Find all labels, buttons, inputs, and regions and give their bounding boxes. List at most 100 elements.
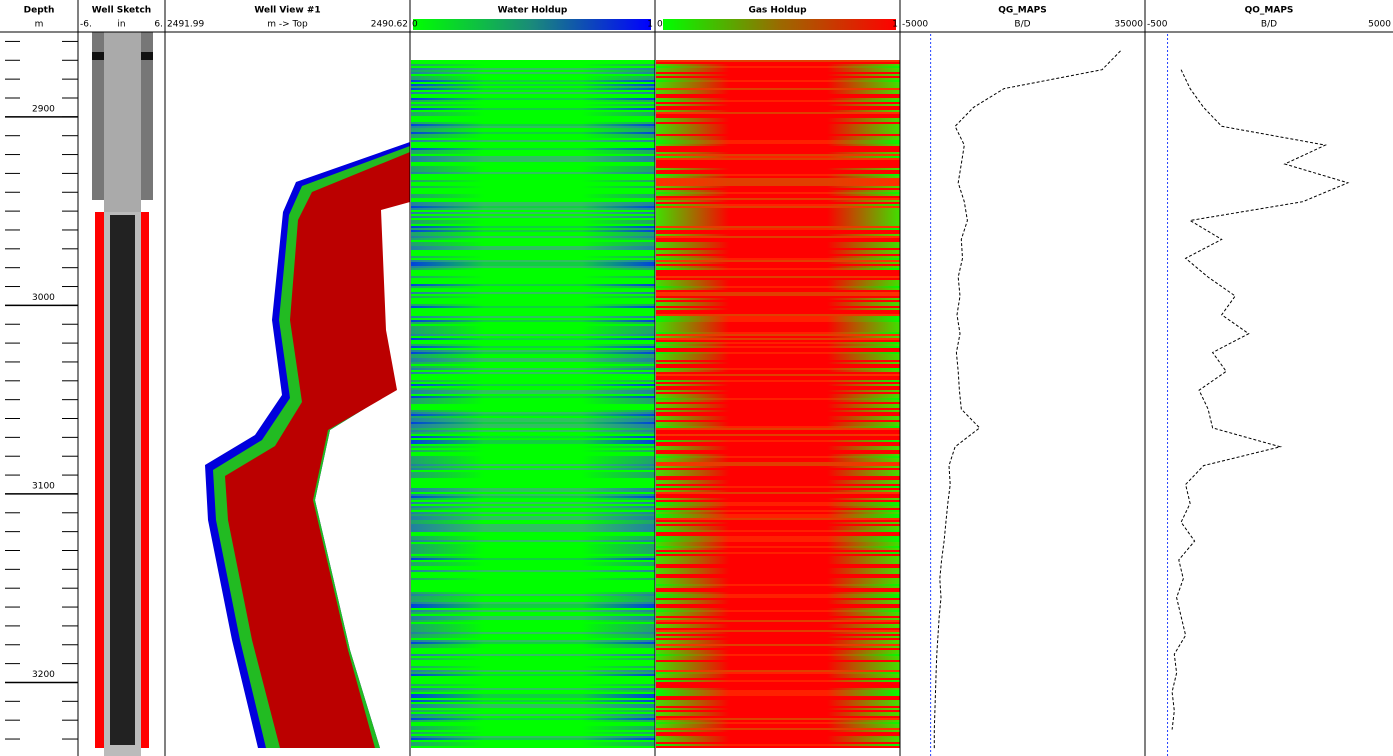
- gas-stripe: [656, 470, 900, 472]
- water-stripe: [411, 376, 655, 378]
- gas-stripe: [656, 218, 900, 220]
- water-stripe: [411, 500, 655, 502]
- scale-label: 0: [657, 20, 663, 30]
- water-stripe: [411, 128, 655, 130]
- water-stripe: [411, 694, 655, 696]
- water-stripe: [411, 510, 655, 512]
- gas-stripe: [656, 438, 900, 440]
- gas-stripe: [656, 644, 900, 646]
- water-stripe: [411, 100, 655, 102]
- water-stripe: [411, 504, 655, 506]
- water-stripe: [411, 706, 655, 708]
- gas-stripe: [656, 718, 900, 720]
- gas-stripe: [656, 610, 900, 612]
- gas-stripe: [656, 400, 900, 402]
- gas-stripe: [656, 86, 900, 88]
- water-stripe: [411, 572, 655, 574]
- water-stripe: [411, 94, 655, 96]
- track-title: Gas Holdup: [748, 6, 807, 16]
- water-stripe: [411, 166, 655, 168]
- track-unit: m: [35, 20, 44, 30]
- gas-stripe: [656, 686, 900, 688]
- gas-stripe: [656, 516, 900, 518]
- water-stripe: [411, 686, 655, 688]
- water-stripe: [411, 310, 655, 312]
- gas-stripe: [656, 94, 900, 96]
- water-stripe: [411, 626, 655, 628]
- gas-stripe: [656, 334, 900, 336]
- water-stripe: [411, 558, 655, 560]
- water-stripe: [411, 182, 655, 184]
- gas-stripe: [656, 232, 900, 234]
- track-title: Depth: [24, 6, 55, 16]
- gas-stripe: [656, 418, 900, 420]
- water-stripe: [411, 588, 655, 590]
- gas-stripe: [656, 112, 900, 114]
- water-stripe: [411, 440, 655, 442]
- gas-stripe: [656, 180, 900, 182]
- water-stripe: [411, 494, 655, 496]
- water-stripe: [411, 108, 655, 110]
- gas-stripe: [656, 642, 900, 644]
- water-stripe: [411, 424, 655, 426]
- water-stripe: [411, 384, 655, 386]
- gas-stripe: [656, 580, 900, 582]
- water-stripe: [411, 536, 655, 538]
- gas-stripe: [656, 544, 900, 546]
- gas-stripe: [656, 238, 900, 240]
- gas-stripe: [656, 130, 900, 132]
- water-stripe: [411, 124, 655, 126]
- track-title: QO_MAPS: [1245, 6, 1294, 16]
- water-stripe: [411, 360, 655, 362]
- gas-stripe: [656, 256, 900, 258]
- water-stripe: [411, 668, 655, 670]
- water-stripe: [411, 146, 655, 148]
- gas-stripe: [656, 458, 900, 460]
- gas-stripe: [656, 456, 900, 458]
- gas-stripe: [656, 324, 900, 326]
- water-stripe: [411, 570, 655, 572]
- gas-stripe: [656, 64, 900, 66]
- gas-stripe: [656, 148, 900, 150]
- water-stripe: [411, 306, 655, 308]
- gas-stripe: [656, 156, 900, 158]
- water-stripe: [411, 274, 655, 276]
- gas-stripe: [656, 88, 900, 90]
- water-stripe: [411, 264, 655, 266]
- gas-stripe: [656, 674, 900, 676]
- water-stripe: [411, 322, 655, 324]
- water-stripe: [411, 238, 655, 240]
- water-stripe: [411, 590, 655, 592]
- gas-stripe: [656, 242, 900, 244]
- water-stripe: [411, 76, 655, 78]
- gas-stripe: [656, 526, 900, 528]
- water-stripe: [411, 546, 655, 548]
- gas-stripe: [656, 188, 900, 190]
- gas-stripe: [656, 394, 900, 396]
- gas-stripe: [656, 538, 900, 540]
- gas-stripe: [656, 366, 900, 368]
- gas-stripe: [656, 310, 900, 312]
- gas-stripe: [656, 158, 900, 160]
- gas-stripe: [656, 508, 900, 510]
- track-title: Well View #1: [254, 6, 320, 16]
- gas-stripe: [656, 478, 900, 480]
- water-stripe: [411, 364, 655, 366]
- water-stripe: [411, 708, 655, 710]
- gas-stripe: [656, 398, 900, 400]
- gas-stripe: [656, 68, 900, 70]
- gas-stripe: [656, 338, 900, 340]
- water-stripe: [411, 388, 655, 390]
- water-stripe: [411, 732, 655, 734]
- water-stripe: [411, 422, 655, 424]
- water-stripe: [411, 470, 655, 472]
- gas-stripe: [656, 178, 900, 180]
- water-stripe: [411, 180, 655, 182]
- gas-stripe: [656, 264, 900, 266]
- gas-stripe: [656, 698, 900, 700]
- gas-stripe: [656, 562, 900, 564]
- water-stripe: [411, 524, 655, 526]
- gas-stripe: [656, 426, 900, 428]
- water-stripe: [411, 206, 655, 208]
- water-stripe: [411, 612, 655, 614]
